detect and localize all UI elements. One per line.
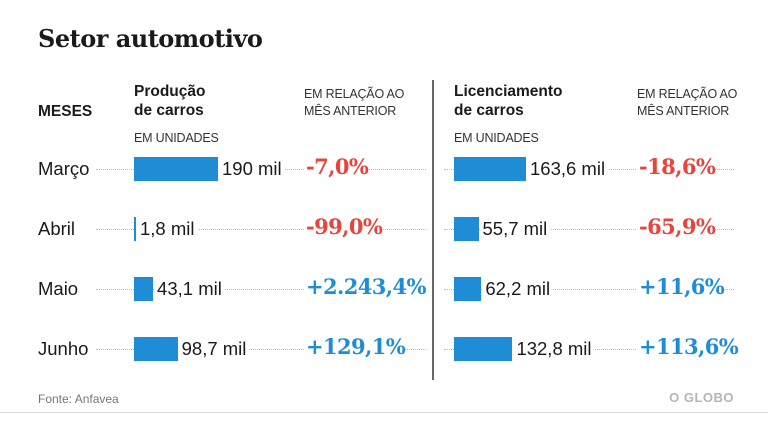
licensing-bar (454, 277, 482, 301)
month-label: Março (38, 158, 94, 180)
production-change-label: +129,1% (304, 334, 406, 359)
table-row: Junho 98,7 mil +129,1% 132,8 mil +113,6% (0, 330, 768, 370)
licensing-header: Licenciamento de carros (454, 82, 563, 120)
licensing-value-label: 55,7 mil (479, 218, 551, 240)
table-row: Maio 43,1 mil +2.243,4% 62,2 mil +11,6% (0, 270, 768, 310)
chart-title: Setor automotivo (38, 24, 263, 53)
licensing-change-header-line1: EM RELAÇÃO AO (637, 87, 738, 101)
publisher-logo: O GLOBO (669, 390, 734, 405)
footer-divider (0, 412, 768, 413)
licensing-change-label: +11,6% (637, 274, 725, 299)
production-change-label: +2.243,4% (304, 274, 426, 299)
production-change-header-line1: EM RELAÇÃO AO (304, 87, 405, 101)
month-label: Abril (38, 218, 80, 240)
licensing-change-header: EM RELAÇÃO AO MÊS ANTERIOR (637, 86, 737, 120)
source-note: Fonte: Anfavea (38, 392, 119, 406)
licensing-header-line2: de carros (454, 102, 524, 119)
production-unit: EM UNIDADES (134, 131, 219, 145)
production-change-label: -99,0% (304, 214, 383, 239)
licensing-bar (454, 337, 513, 361)
licensing-unit: EM UNIDADES (454, 131, 539, 145)
production-bar (134, 337, 178, 361)
licensing-change-header-line2: MÊS ANTERIOR (637, 104, 730, 118)
production-header-line2: de carros (134, 102, 204, 119)
production-bar (134, 217, 136, 241)
licensing-change-label: +113,6% (637, 334, 739, 359)
production-header-line1: Produção (134, 83, 206, 100)
production-header: Produção de carros (134, 82, 205, 120)
production-value-label: 1,8 mil (137, 218, 198, 240)
row-guide-left (96, 289, 426, 290)
row-guide-right (444, 289, 734, 290)
production-value-label: 98,7 mil (178, 338, 250, 360)
production-value-label: 43,1 mil (154, 278, 225, 300)
production-change-header: EM RELAÇÃO AO MÊS ANTERIOR (304, 86, 404, 120)
row-guide-left (96, 349, 426, 350)
row-guide-right (444, 229, 734, 230)
licensing-value-label: 132,8 mil (513, 338, 595, 360)
licensing-bar (454, 157, 526, 181)
production-value-label: 190 mil (219, 158, 285, 180)
licensing-value-label: 62,2 mil (482, 278, 554, 300)
licensing-change-label: -18,6% (637, 154, 716, 179)
licensing-header-line1: Licenciamento (454, 83, 563, 100)
licensing-value-label: 163,6 mil (527, 158, 609, 180)
table-row: Abril 1,8 mil -99,0% 55,7 mil -65,9% (0, 210, 768, 250)
months-header: MESES (38, 103, 93, 120)
month-label: Junho (38, 338, 93, 360)
production-change-label: -7,0% (304, 154, 369, 179)
production-change-header-line2: MÊS ANTERIOR (304, 104, 397, 118)
production-bar (134, 277, 154, 301)
table-row: Março 190 mil -7,0% 163,6 mil -18,6% (0, 150, 768, 190)
production-bar (134, 157, 218, 181)
licensing-change-label: -65,9% (637, 214, 716, 239)
month-label: Maio (38, 278, 83, 300)
licensing-bar (454, 217, 479, 241)
row-guide-left (96, 229, 426, 230)
column-divider (432, 80, 434, 380)
